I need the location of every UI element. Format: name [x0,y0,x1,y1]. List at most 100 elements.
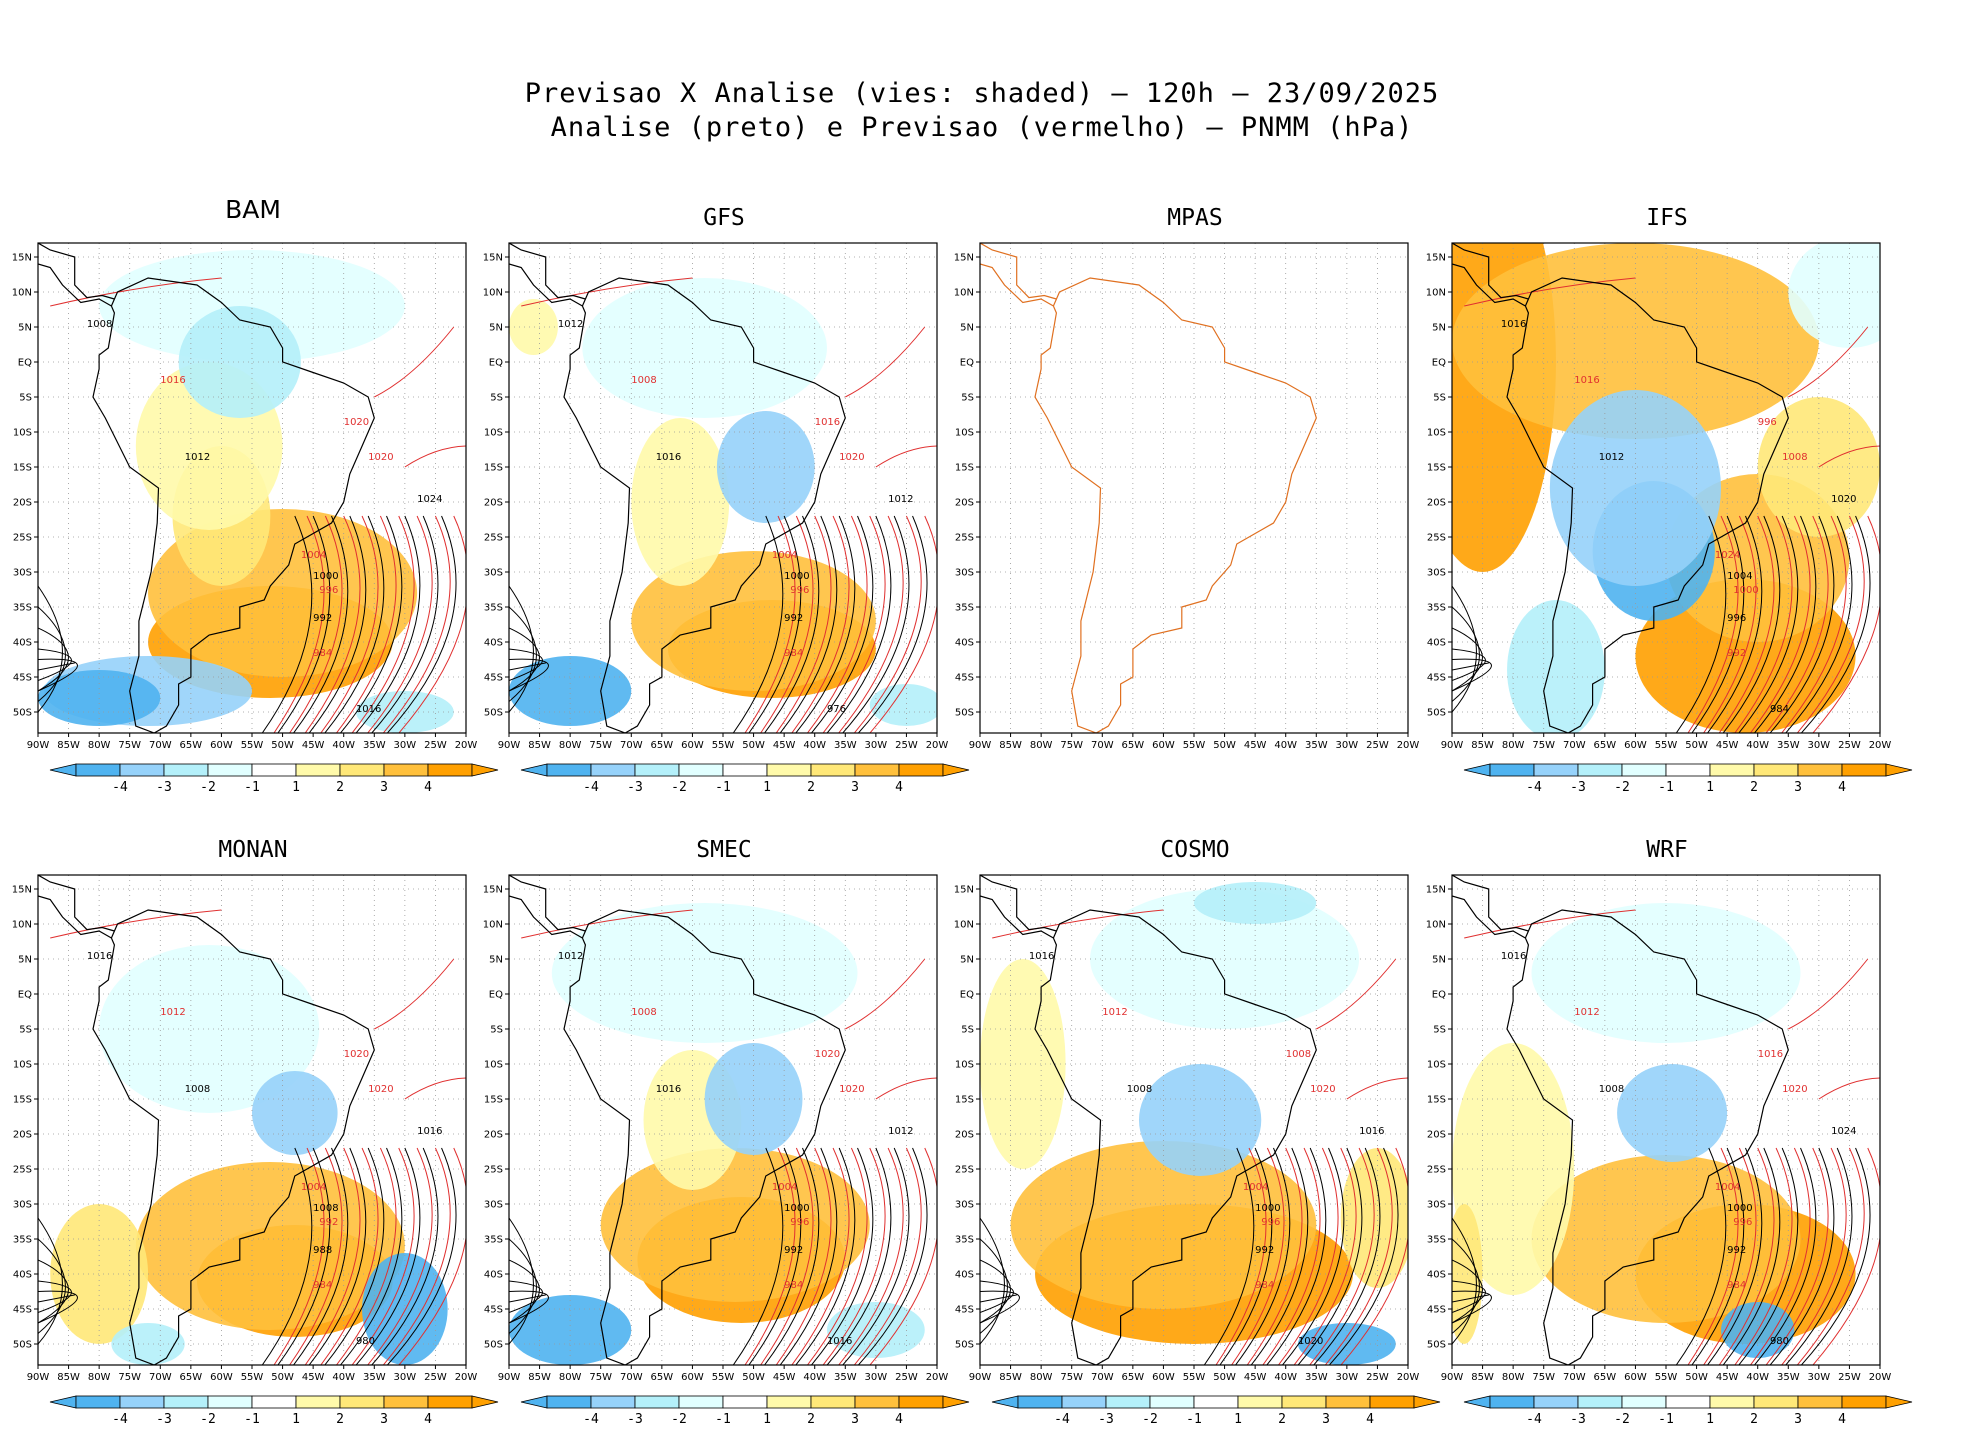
y-tick-label: 5S [490,1025,503,1036]
analysis-isobar [1328,1147,1399,1365]
colorbar-segment [339,1395,385,1409]
coastline [1452,895,1526,939]
colorbar-segment [634,763,680,777]
x-tick-label: 75W [118,1372,141,1383]
panel-mpas: 90W 85W 80W 75W 70W 65W 60W 55W 50W 45W 40W 35W 30W 2… [954,242,1419,751]
contour-label: 1012 [558,951,583,962]
analysis-isobar [371,1147,439,1365]
analysis-isobar [386,1147,457,1365]
colorbar-tick-label: 1 [1706,1412,1714,1427]
y-tick-label: 5S [19,393,32,404]
contour-label: 1008 [313,1203,338,1214]
x-tick-label: 80W [88,740,111,751]
forecast-isobar [869,1147,937,1365]
forecast-isobar [382,515,451,733]
y-tick-label: 10N [483,920,503,931]
colorbar-segment [251,763,297,777]
x-tick-label: 30W [394,1372,417,1383]
contour-label: 1008 [631,1007,656,1018]
colorbar-tick-label: 4 [1838,1412,1846,1427]
contour-label: 1012 [888,1126,913,1137]
forecast-isobar [1781,1147,1847,1365]
forecast-isobar [351,515,415,733]
x-tick-label: 45W [302,740,325,751]
x-tick-label: 80W [1502,740,1525,751]
x-tick-label: 35W [1305,1372,1328,1383]
contour-label: 1020 [344,1049,369,1060]
bias-shading-neg1 [1090,889,1360,1029]
forecast-isobar [1788,326,1869,398]
x-tick-label: 60W [1152,1372,1175,1383]
x-tick-label: 65W [180,1372,203,1383]
y-tick-label: EQ [960,358,974,369]
x-tick-label: 55W [1183,740,1206,751]
colorbar-segment [1237,1395,1283,1409]
colorbar-tick-label: -2 [1614,1412,1630,1427]
forecast-isobar [791,1147,850,1365]
y-tick-label: 20S [13,1130,32,1141]
panel-title-mpas: MPAS [1167,205,1223,231]
x-tick-label: 20W [1397,1372,1420,1383]
colorbar-tick-label: -3 [1570,780,1586,795]
y-tick-label: 40S [1427,638,1446,649]
analysis-isobar [1452,1290,1492,1324]
contour-label: 1020 [368,1084,393,1095]
y-tick-label: 5N [960,955,974,966]
colorbar-segment [1841,1395,1887,1409]
colorbar-arrow-right [1885,763,1913,777]
colorbar-tick-label: 3 [851,780,859,795]
y-tick-label: 50S [484,708,503,719]
bias-shading-neg3 [1138,1064,1262,1176]
x-tick-label: 45W [1716,1372,1739,1383]
bias-shading-neg4 [362,1253,448,1365]
forecast-isobar [845,958,926,1030]
analysis-isobar [1785,515,1853,733]
contour-label: 1016 [160,375,185,386]
analysis-isobar [38,658,78,692]
x-tick-label: 35W [1305,740,1328,751]
forecast-isobar [320,515,379,733]
x-tick-label: 90W [498,740,521,751]
colorbar-segment [1577,1395,1623,1409]
analysis-isobar [1738,1147,1799,1365]
contour-label: 1020 [815,1049,840,1060]
analysis-isobar [261,1147,313,1365]
analysis-isobar [826,515,892,733]
y-tick-label: 10N [1426,920,1446,931]
y-tick-label: 15S [484,1095,503,1106]
y-tick-label: 15S [1427,1095,1446,1106]
analysis-isobar [38,662,75,671]
map-content: 1012 1008 1016 1020 1012 1004 1000 996 992 984 976… [509,243,937,733]
colorbar-segment [722,763,768,777]
contour-label: 1004 [1243,1182,1268,1193]
colorbar-tick-label: -4 [1054,1412,1070,1427]
forecast-isobar [289,1147,343,1365]
analysis-isobar [1234,1147,1291,1365]
analysis-isobar [795,1147,856,1365]
colorbar-segment [1061,1395,1107,1409]
contour-label: 1008 [631,375,656,386]
forecast-isobar [1346,1077,1408,1100]
contour-label: 1000 [784,571,809,582]
y-tick-label: 45S [1427,1305,1446,1316]
x-tick-label: 70W [1091,740,1114,751]
contour-label: 1000 [784,1203,809,1214]
analysis-isobar [1706,515,1763,733]
y-tick-label: 15S [955,463,974,474]
colorbar-tick-label: -1 [715,1412,731,1427]
colorbar-segment [1621,1395,1667,1409]
y-tick-label: 45S [484,673,503,684]
colorbar-segment [1753,763,1799,777]
contour-label: 1000 [313,571,338,582]
x-tick-label: 60W [210,1372,233,1383]
colorbar-tick-label: -2 [1142,1412,1158,1427]
colorbar-tick-label: 1 [292,1412,300,1427]
analysis-isobar [1675,515,1727,733]
coastline [980,243,1057,300]
analysis-isobar [1452,606,1480,702]
x-tick-label: 85W [57,1372,80,1383]
x-tick-label: 65W [180,740,203,751]
colorbar-segment [1665,1395,1711,1409]
y-tick-label: 5S [1433,393,1446,404]
contour-label: 996 [1727,613,1746,624]
